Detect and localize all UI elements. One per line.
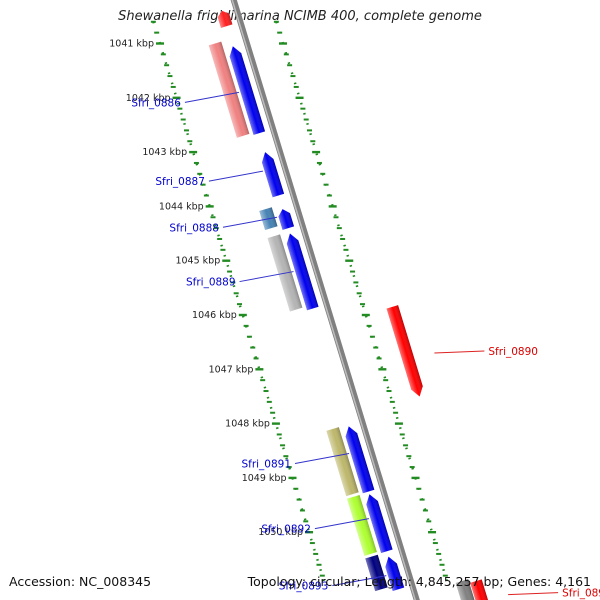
scale-tick-label: 1042 kbp bbox=[126, 93, 171, 104]
gene-arrow-shading bbox=[386, 305, 423, 397]
gene-arrow bbox=[262, 152, 285, 198]
genome-backbone bbox=[230, 0, 420, 600]
gene-arrow bbox=[386, 305, 423, 397]
gene-label-leader bbox=[222, 216, 278, 228]
scale-tick-label: 1047 kbp bbox=[209, 364, 254, 375]
feature-bar-shading bbox=[347, 495, 377, 556]
feature-bar-shading bbox=[455, 579, 480, 600]
feature-bar bbox=[347, 495, 377, 556]
gene-arrow-shading bbox=[229, 46, 266, 135]
scale-tick-label: 1048 kbp bbox=[225, 419, 270, 430]
gene-arrow-shading bbox=[286, 233, 319, 311]
gene-label-sfri-0890[interactable]: Sfri_0890 bbox=[488, 346, 538, 358]
gene-label-leader bbox=[184, 91, 239, 103]
gene-arrow bbox=[470, 579, 491, 600]
feature-bar-shading bbox=[326, 427, 359, 497]
scale-tick-label: 1050 kbp bbox=[258, 527, 303, 538]
features-layer bbox=[208, 41, 480, 600]
gene-label-leader bbox=[239, 271, 294, 283]
gene-arrow bbox=[229, 46, 266, 135]
feature-bar-shading bbox=[208, 41, 250, 138]
gene-label-leader bbox=[294, 452, 350, 464]
scale-tick-label: 1045 kbp bbox=[175, 256, 220, 267]
gene-label-sfri-0887[interactable]: Sfri_0887 bbox=[155, 176, 205, 188]
gene-label-leader bbox=[314, 518, 370, 530]
backbone-highlight bbox=[231, 0, 417, 600]
feature-bar bbox=[326, 427, 359, 497]
gene-label-sfri-0888[interactable]: Sfri_0888 bbox=[169, 222, 219, 234]
gene-label-sfri-0889[interactable]: Sfri_0889 bbox=[186, 277, 236, 289]
gene-arrow-shading bbox=[345, 426, 375, 494]
gene-arrow bbox=[286, 233, 319, 311]
feature-bar bbox=[208, 41, 250, 138]
gene-label-leader bbox=[434, 350, 485, 354]
gene-label-leader bbox=[332, 575, 387, 587]
genes-layer bbox=[217, 10, 491, 600]
backbone-layer bbox=[230, 0, 420, 600]
gene-arrow-shading bbox=[366, 494, 393, 553]
gene-label-leader bbox=[508, 592, 559, 596]
scale-tick-label: 1043 kbp bbox=[142, 147, 187, 158]
gene-label-sfri-0891[interactable]: Sfri_0891 bbox=[241, 458, 291, 470]
scale-tick-label: 1044 kbp bbox=[159, 201, 204, 212]
gene-arrow-shading bbox=[278, 209, 295, 230]
gene-label-sfri-0893[interactable]: Sfri_0893 bbox=[279, 581, 329, 593]
gene-arrow bbox=[385, 556, 405, 591]
gene-arrow bbox=[366, 494, 393, 553]
gene-labels-layer: Sfri_0886 Sfri_0887 Sfri_0888 Sfri_0889 Sfri… bbox=[131, 91, 600, 600]
gene-arrow-shading bbox=[217, 10, 233, 28]
gene-arrow bbox=[278, 209, 295, 230]
scale-ticks-layer: 1041 kbp 1042 kbp 1043 kbp 1044 kbp 1045 kbp… bbox=[109, 20, 450, 587]
gene-arrow bbox=[345, 426, 375, 494]
feature-bar-shading bbox=[365, 554, 388, 592]
gene-arrow-shading bbox=[385, 556, 405, 591]
gene-label-sfri-0892[interactable]: Sfri_0892 bbox=[261, 524, 311, 536]
gene-label-sfri-0894[interactable]: Sfri_0894 bbox=[562, 588, 600, 600]
gene-arrow-shading bbox=[470, 579, 491, 600]
scale-tick-label: 1046 kbp bbox=[192, 310, 237, 321]
genome-summary-text: Topology: circular; Length: 4,845,257 bp… bbox=[247, 574, 591, 589]
map-title: Shewanella frigidimarina NCIMB 400, comp… bbox=[118, 9, 482, 24]
feature-bar bbox=[365, 554, 388, 592]
feature-bar bbox=[455, 579, 480, 600]
gene-arrow bbox=[217, 10, 233, 28]
scale-tick-label: 1049 kbp bbox=[242, 473, 287, 484]
gene-label-leader bbox=[208, 170, 264, 182]
accession-text: Accession: NC_008345 bbox=[9, 574, 152, 589]
gene-arrow-shading bbox=[262, 152, 285, 198]
gene-label-sfri-0886[interactable]: Sfri_0886 bbox=[131, 97, 181, 109]
scale-tick-label: 1041 kbp bbox=[109, 39, 154, 50]
